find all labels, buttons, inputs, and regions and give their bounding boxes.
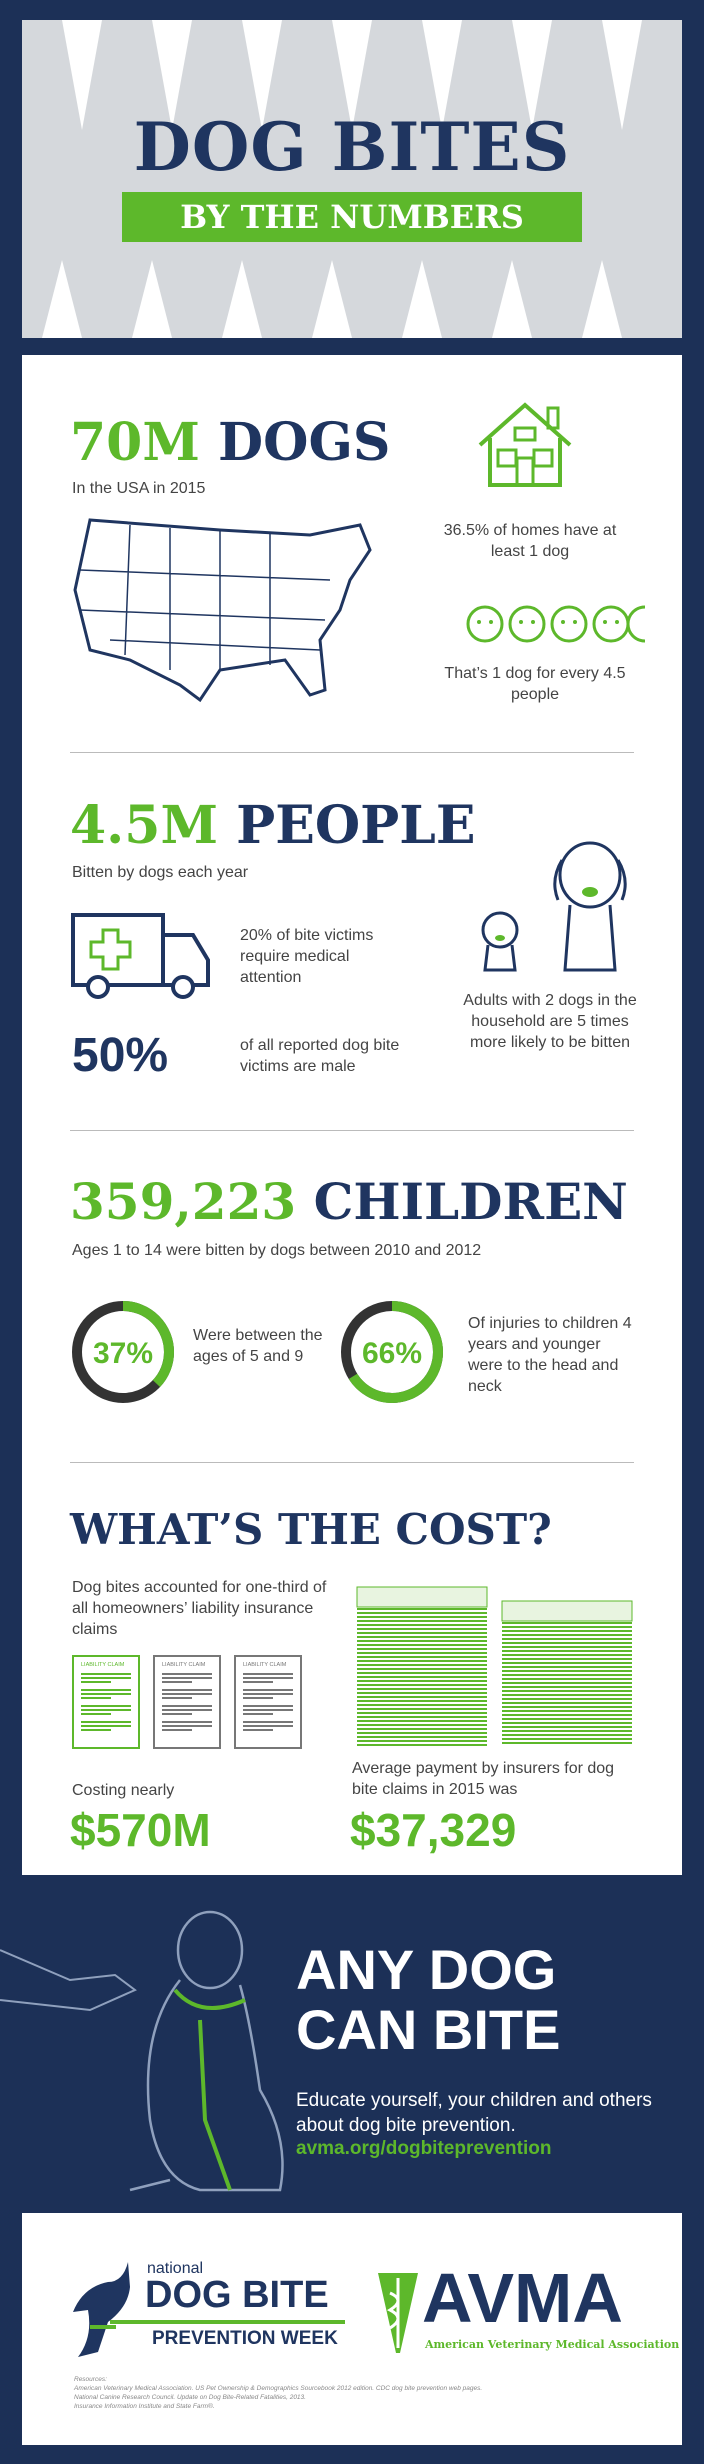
cta-line-1: ANY DOG — [296, 1938, 557, 2001]
stat1-text: Were between the ages of 5 and 9 — [193, 1327, 323, 1365]
cta-link[interactable]: avma.org/dogbiteprevention — [296, 2138, 552, 2159]
dogs-headline: 70M DOGS — [70, 412, 390, 473]
resources-label: Resources: — [74, 2376, 107, 2383]
usa-map-icon — [73, 518, 372, 703]
divider — [70, 1462, 634, 1463]
children-number: 359,223 — [70, 1172, 297, 1231]
children-sub: Ages 1 to 14 were bitten by dogs between… — [72, 1242, 482, 1259]
avma-caduceus-icon — [378, 2273, 418, 2353]
stat1-percent: 37% — [92, 1337, 154, 1370]
avg-value: $37,329 — [350, 1804, 517, 1856]
claim-document: LIABILITY CLAIM — [72, 1655, 140, 1749]
cta-text: Educate yourself, your children and othe… — [296, 2090, 652, 2136]
avma-full-name: American Veterinary Medical Association — [425, 2338, 680, 2351]
dogs-word: DOGS — [218, 412, 391, 473]
resource-line: Insurance Information Institute and Stat… — [74, 2403, 215, 2410]
subtitle-banner: BY THE NUMBERS — [122, 192, 582, 242]
ndbpw-line — [110, 2320, 345, 2324]
people-word: PEOPLE — [236, 795, 476, 856]
stat2-percent: 66% — [361, 1337, 423, 1370]
ring-chart-37 — [72, 1301, 174, 1403]
people-headline: 4.5M PEOPLE — [70, 795, 475, 856]
resource-line: American Veterinary Medical Association.… — [74, 2385, 483, 2392]
ratio-stat: That’s 1 dog for every 4.5 people — [444, 665, 626, 703]
avma-logo-text: AVMA — [422, 2259, 623, 2337]
cta-headline: ANY DOG CAN BITE — [296, 1940, 560, 2060]
resource-line: National Canine Research Council. Update… — [74, 2394, 306, 2401]
adults-stat: Adults with 2 dogs in the household are … — [463, 992, 637, 1051]
ring-fill — [72, 1301, 174, 1403]
claim-document: LIABILITY CLAIM — [153, 1655, 221, 1749]
male-stat: of all reported dog bite victims are mal… — [240, 1037, 400, 1075]
people-sub: Bitten by dogs each year — [72, 864, 249, 881]
claim-label: LIABILITY CLAIM — [162, 1662, 206, 1668]
ambulance-icon — [71, 913, 210, 999]
header: DOG BITES BY THE NUMBERS — [22, 20, 682, 338]
stat2-text: Of injuries to children 4 years and youn… — [468, 1315, 632, 1395]
footer-panel — [22, 2213, 682, 2445]
male-percent: 50% — [72, 1029, 169, 1082]
people-number: 4.5M — [70, 795, 219, 856]
ring-chart-66 — [341, 1301, 443, 1403]
claim-label: LIABILITY CLAIM — [243, 1662, 287, 1668]
ring-fill — [341, 1301, 443, 1403]
cta-line-2: CAN BITE — [296, 1998, 561, 2061]
costing-value: $570M — [70, 1804, 211, 1856]
avg-label: Average payment by insurers for dog bite… — [352, 1760, 615, 1798]
homes-stat: 36.5% of homes have at least 1 dog — [443, 522, 617, 560]
medical-stat: 20% of bite victims require medical atte… — [240, 927, 374, 986]
resources: Resources: American Veterinary Medical A… — [74, 2375, 482, 2411]
claim-label: LIABILITY CLAIM — [81, 1662, 125, 1668]
claim-documents: LIABILITY CLAIM LIABILITY CLAIM LIABILITY … — [72, 1655, 302, 1749]
ndbpw-national: national — [147, 2260, 204, 2277]
house-icon — [478, 402, 572, 487]
hand-and-dog-icon — [0, 1910, 284, 2192]
dogs-sub: In the USA in 2015 — [72, 480, 206, 497]
dogs-number: 70M — [70, 412, 200, 473]
claims-text: Dog bites accounted for one-third of all… — [72, 1579, 327, 1638]
children-headline: 359,223 CHILDREN — [70, 1172, 628, 1231]
people-faces-icon — [466, 605, 645, 643]
dogs-sitting-icon — [481, 841, 627, 972]
divider — [70, 752, 634, 753]
cost-headline: WHAT’S THE COST? — [70, 1505, 552, 1554]
claim-document: LIABILITY CLAIM — [234, 1655, 302, 1749]
ndbpw-sub: PREVENTION WEEK — [152, 2328, 338, 2349]
children-word: CHILDREN — [313, 1172, 628, 1231]
costing-label: Costing nearly — [72, 1782, 175, 1799]
ndbpw-dog-logo-icon — [73, 2262, 130, 2357]
page-title: DOG BITES — [133, 108, 571, 186]
money-stacks-icon — [356, 1586, 633, 1746]
triangle-pattern — [42, 20, 642, 338]
divider — [70, 1130, 634, 1131]
ndbpw-title: DOG BITE — [145, 2274, 329, 2316]
